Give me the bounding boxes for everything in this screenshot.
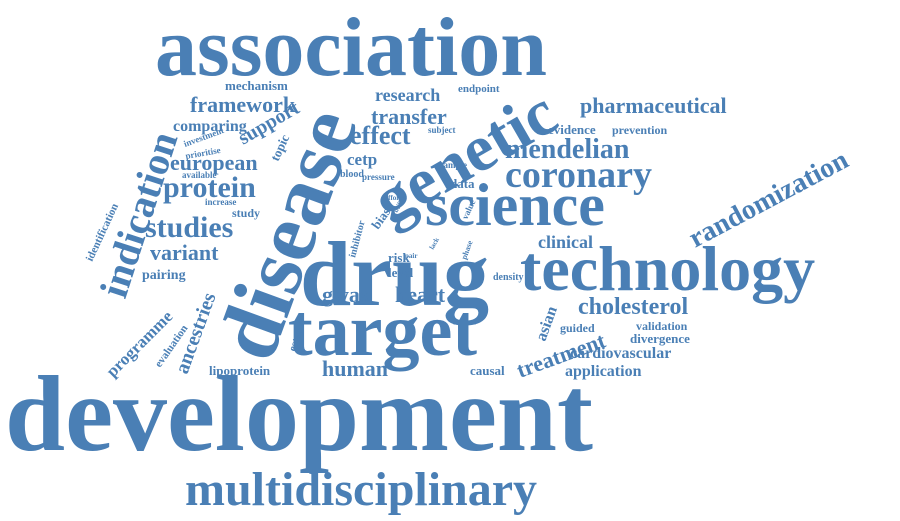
word-association: association — [155, 1, 547, 94]
word-clinical: clinical — [538, 232, 593, 252]
word-research: research — [375, 85, 440, 105]
word-variant: variant — [150, 240, 219, 265]
word-pharmaceutical: pharmaceutical — [580, 93, 727, 118]
word-gwas: gwas — [322, 282, 369, 307]
word-available: available — [182, 170, 217, 180]
word-asian: asian — [533, 304, 561, 343]
word-level: level — [388, 265, 414, 280]
word-density: density — [493, 272, 524, 283]
word-effect: effect — [350, 121, 411, 150]
word-divergence: divergence — [630, 331, 690, 346]
word-blood: blood — [340, 169, 364, 180]
word-endpoint: endpoint — [458, 83, 500, 95]
word-mechanism: mechanism — [225, 78, 288, 93]
word-study: study — [232, 206, 260, 220]
word-prevention: prevention — [612, 123, 667, 137]
word-data: data — [450, 176, 475, 191]
word-human: human — [322, 356, 388, 381]
word-cholesterol: cholesterol — [578, 294, 689, 320]
word-mendelian: mendelian — [505, 134, 630, 165]
word-development: development — [5, 355, 593, 474]
word-cetp: cetp — [347, 150, 377, 169]
word-sample: sample — [440, 160, 467, 170]
word-pressure: pressure — [362, 172, 395, 182]
word-evidence: evidence — [548, 122, 596, 137]
word-lipoprotein: lipoprotein — [209, 363, 271, 378]
word-pair: pair — [405, 252, 417, 260]
word-subject: subject — [428, 125, 456, 135]
word-application: application — [565, 363, 642, 380]
word-multidisciplinary: multidisciplinary — [185, 463, 537, 516]
word-causal: causal — [470, 363, 505, 378]
word-heart: heart — [395, 282, 446, 307]
word-pairing: pairing — [142, 268, 186, 283]
